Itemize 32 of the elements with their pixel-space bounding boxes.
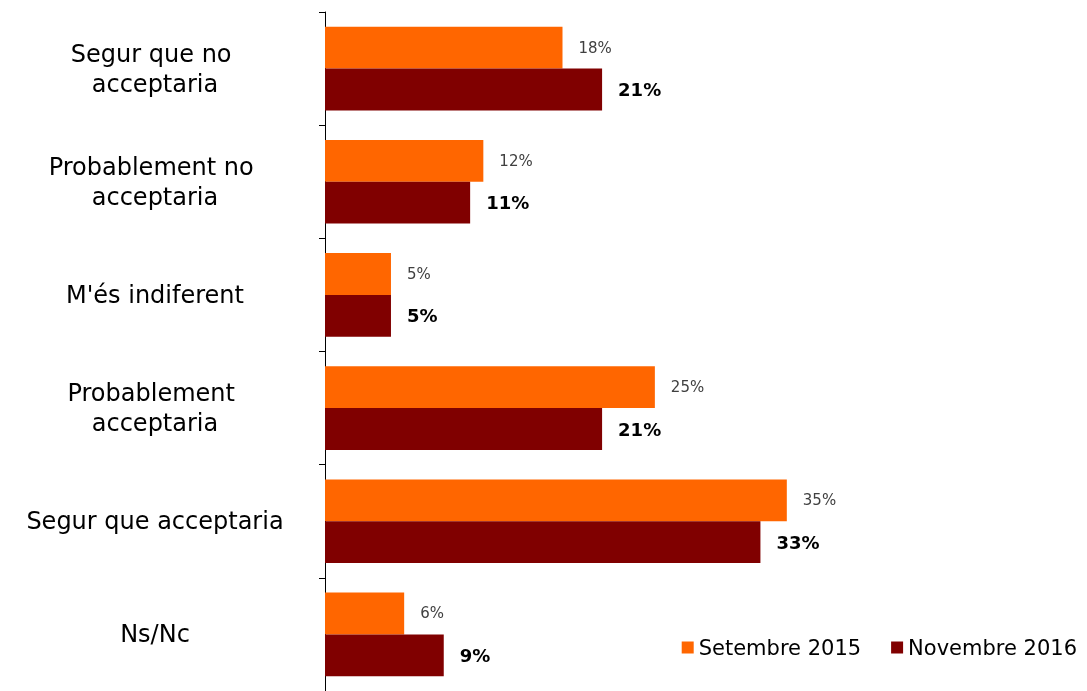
bar [325,294,391,337]
bar [325,634,444,677]
data-label: 18% [578,38,612,57]
bar [325,479,787,522]
y-tick-label: Segur que no acceptaria [70,39,240,98]
bar [325,253,391,295]
data-label: 6% [420,604,444,623]
data-label: 33% [776,531,820,553]
y-tick-label: Probablement acceptaria [67,379,243,438]
bar [325,366,655,409]
bar [325,181,471,224]
data-label: 5% [406,264,431,283]
data-label: 11% [486,192,530,214]
data-label: 25% [670,378,705,397]
data-label: 9% [459,644,491,666]
bar [325,592,405,635]
y-tick-label: Segur que acceptaria [26,507,284,536]
data-label: 21% [618,79,662,101]
legend-label: Novembre 2016 [908,635,1077,660]
bar [325,408,603,450]
bar [325,521,761,564]
bar [325,68,603,111]
legend-label: Setembre 2015 [698,635,862,660]
bar [325,26,563,69]
data-label: 12% [499,151,533,170]
y-tick-label: Ns/Nc [120,620,190,649]
bar [325,139,484,182]
data-label: 35% [802,491,837,510]
data-label: 21% [618,418,662,440]
y-tick-label: Probablement no acceptaria [48,152,262,211]
data-label: 5% [406,305,438,327]
y-tick-label: M'és indiferent [66,280,244,309]
